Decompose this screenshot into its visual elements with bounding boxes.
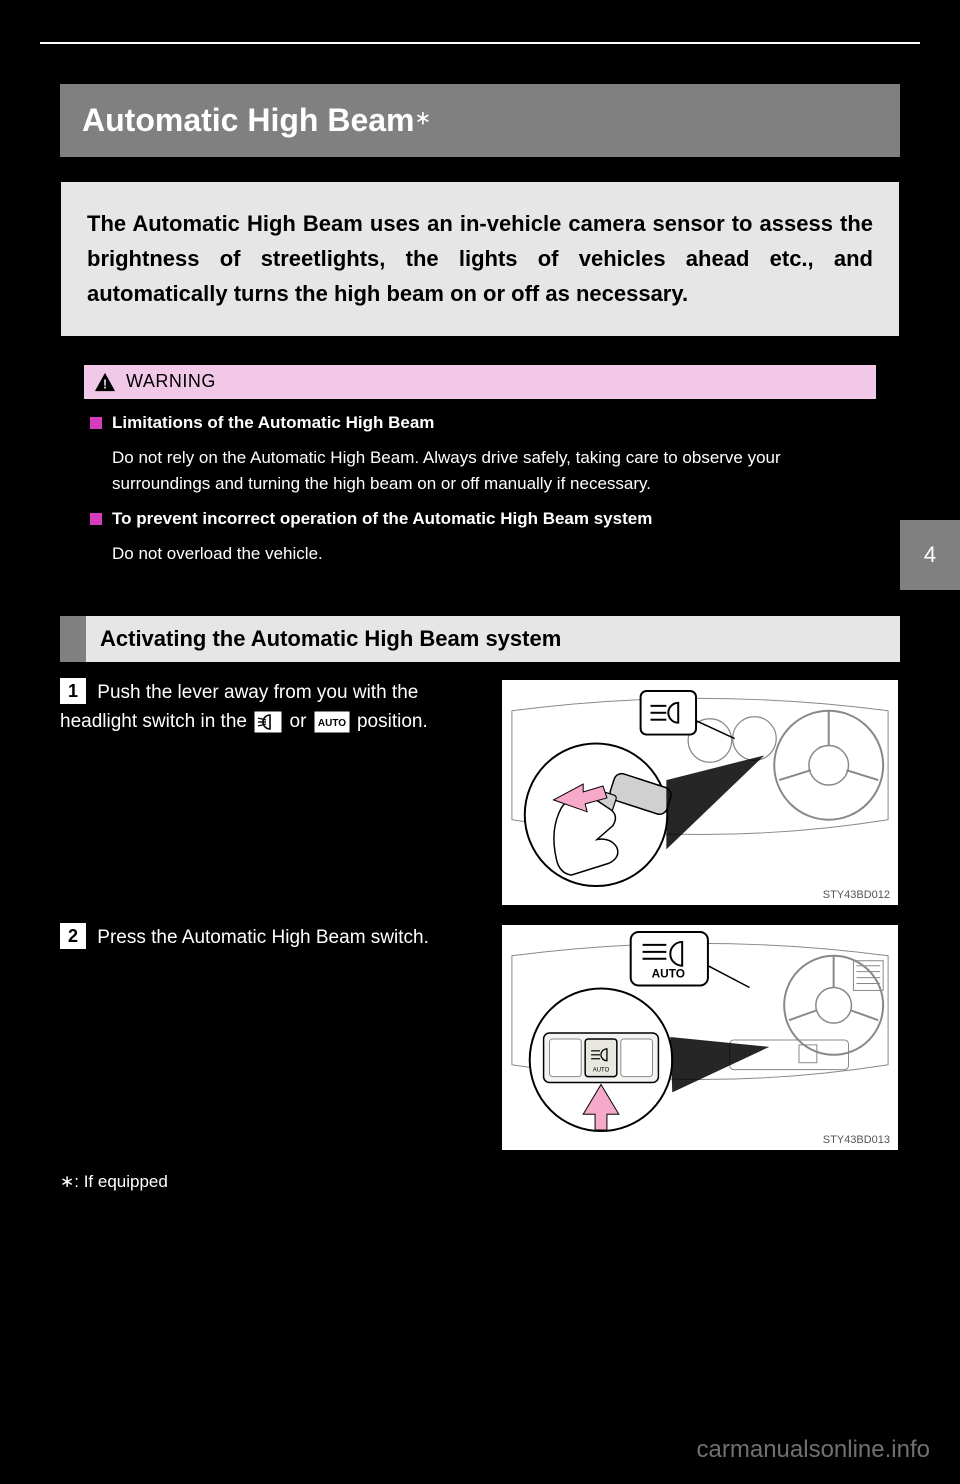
warning-block: ! WARNING Limitations of the Automatic H…: [84, 365, 876, 590]
svg-text:AUTO: AUTO: [652, 966, 685, 980]
watermark: carmanualsonline.info: [697, 1436, 930, 1464]
warning-item: Limitations of the Automatic High Beam: [90, 413, 870, 433]
section-heading: Activating the Automatic High Beam syste…: [60, 616, 900, 662]
step-figure-col: STY43BD012: [500, 678, 900, 907]
chapter-number: 4: [924, 542, 936, 568]
svg-text:AUTO: AUTO: [593, 1067, 610, 1073]
footnote: ∗: If equipped: [60, 1172, 900, 1192]
warning-header: ! WARNING: [84, 365, 876, 399]
auto-icon: AUTO: [314, 711, 350, 733]
warning-item-body: Do not overload the vehicle.: [112, 541, 870, 567]
square-bullet-icon: [90, 513, 102, 525]
svg-text:AUTO: AUTO: [318, 718, 346, 729]
figure: AUTO AUTO: [500, 923, 900, 1152]
warning-item-body: Do not rely on the Automatic High Beam. …: [112, 445, 870, 498]
warning-label: WARNING: [126, 371, 216, 392]
intro-box: The Automatic High Beam uses an in-vehic…: [60, 181, 900, 337]
warning-triangle-icon: !: [94, 371, 116, 393]
step-text: 1 Push the lever away from you with the …: [60, 678, 474, 737]
warning-item-title: To prevent incorrect operation of the Au…: [112, 509, 652, 529]
headlight-low-icon: [254, 711, 282, 733]
step-text-col: 2 Press the Automatic High Beam switch.: [60, 923, 480, 1152]
intro-text: The Automatic High Beam uses an in-vehic…: [87, 211, 873, 306]
figure-drawing: AUTO AUTO: [502, 925, 898, 1145]
step-row: 1 Push the lever away from you with the …: [60, 678, 900, 907]
step-text-part: or: [290, 711, 312, 732]
page-title: Automatic High Beam: [82, 102, 414, 138]
step-text-part: position.: [357, 711, 428, 732]
figure-drawing: [502, 680, 898, 900]
warning-item: To prevent incorrect operation of the Au…: [90, 509, 870, 529]
step-figure-col: AUTO AUTO: [500, 923, 900, 1152]
svg-text:!: !: [103, 376, 107, 391]
section-heading-text: Activating the Automatic High Beam syste…: [100, 626, 561, 651]
step-text: 2 Press the Automatic High Beam switch.: [60, 923, 474, 952]
step-number-box: 1: [60, 678, 86, 704]
page-content: Automatic High Beam∗ The Automatic High …: [60, 60, 900, 1192]
figure-code: STY43BD012: [823, 889, 890, 901]
title-asterisk: ∗: [414, 108, 431, 130]
step-number-box: 2: [60, 923, 86, 949]
figure-code: STY43BD013: [823, 1134, 890, 1146]
step-row: 2 Press the Automatic High Beam switch.: [60, 923, 900, 1152]
title-bar: Automatic High Beam∗: [60, 84, 900, 157]
warning-body: Limitations of the Automatic High Beam D…: [84, 399, 876, 590]
step-text-col: 1 Push the lever away from you with the …: [60, 678, 480, 907]
top-rule: [40, 42, 920, 44]
step-text-part: Press the Automatic High Beam switch.: [97, 927, 429, 948]
chapter-tab: 4: [900, 520, 960, 590]
figure: STY43BD012: [500, 678, 900, 907]
square-bullet-icon: [90, 417, 102, 429]
warning-item-title: Limitations of the Automatic High Beam: [112, 413, 434, 433]
